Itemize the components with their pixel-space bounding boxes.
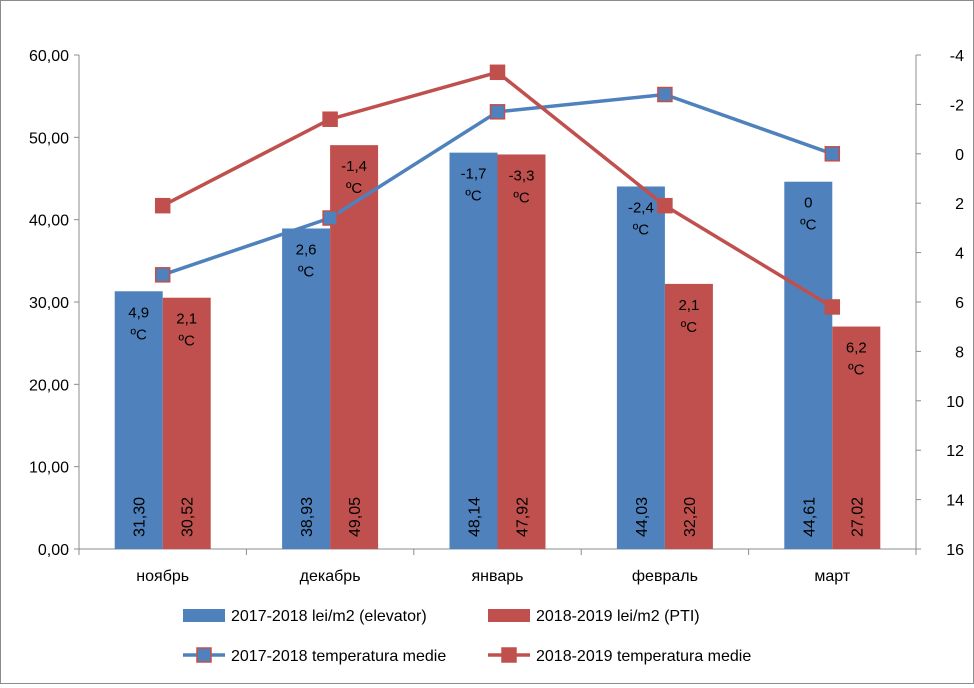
y-right-tick-label: 0 [955,147,964,164]
temperature-value-label: 2,1 [176,311,197,328]
legend: 2017-2018 lei/m2 (elevator) 2018-2019 lei… [183,608,751,665]
axes: 0,00 10,00 20,00 30,00 40,00 50,00 60,00 -4 -2 0 2… [29,48,964,585]
y-left-tick-label: 50,00 [29,130,69,147]
temperature-value-label: -1,7 [461,166,487,183]
y-right-tick-label: 14 [946,493,964,510]
bar-pti [832,326,881,549]
data-labels: 31,30 38,93 48,14 44,03 44,61 30,52 49,05 47,92… [128,158,866,537]
bar-value-label: 44,61 [801,497,818,537]
temperature-unit-label: ºC [513,189,529,206]
temperature-unit-label: ºC [848,362,864,379]
y-right-tick-label: 16 [946,542,964,559]
y-right-tick-label: 6 [955,295,964,312]
y-right-tick-label: -2 [950,97,964,114]
x-category-label: январь [472,568,524,585]
temperature-unit-label: ºC [681,319,697,336]
y-right-tick-label: 12 [946,443,964,460]
bar-value-label: 47,92 [515,497,532,537]
temperature-marker [322,111,338,127]
temperature-unit-label: ºC [800,217,816,234]
bar-value-label: 27,02 [849,497,866,537]
temperature-marker [489,104,506,120]
bar-value-label: 48,14 [467,497,484,537]
temperature-marker [657,197,673,214]
temperature-unit-label: ºC [465,188,481,205]
legend-label: 2018-2019 lei/m2 (PTI) [536,608,700,625]
bar-pti [664,283,713,549]
temperature-value-label: 2,6 [296,241,317,258]
bar-value-label: 49,05 [347,497,364,537]
bars [114,145,881,550]
x-category-label: ноябрь [136,568,189,585]
bar-elevator [784,181,833,549]
temperature-value-label: 2,1 [678,297,699,314]
temperature-unit-label: ºC [131,326,147,343]
temperature-marker [824,146,841,162]
temperature-marker [154,197,171,214]
legend-label: 2017-2018 temperatura medie [231,648,446,665]
temperature-value-label: 0 [804,195,812,212]
y-left-tick-label: 60,00 [29,48,69,65]
temperature-value-label: -3,3 [509,167,535,184]
y-right-tick-label: 8 [955,344,964,361]
temperature-lines [154,64,841,315]
bar-elevator [616,186,665,549]
temperature-unit-label: ºC [633,221,649,238]
temperature-marker [824,299,841,315]
bar-elevator [114,291,163,549]
temperature-unit-label: ºC [179,333,195,350]
bar-value-label: 31,30 [132,497,149,537]
bar-pti [497,154,546,549]
bar-elevator [282,228,331,550]
x-category-label: март [814,568,850,585]
temperature-value-label: -2,4 [628,199,654,216]
legend-swatch-marker [196,647,212,663]
x-category-label: февраль [632,568,698,585]
bar-elevator [449,152,498,549]
y-right-tick-label: 4 [955,246,964,263]
y-right-tick-label: 2 [955,196,964,213]
bar-pti [162,297,211,549]
temperature-value-label: 4,9 [128,304,149,321]
temperature-marker [322,210,338,226]
y-right-tick-label: -4 [950,48,964,65]
y-left-tick-label: 20,00 [29,377,69,394]
legend-label: 2018-2019 temperatura medie [536,648,751,665]
bar-value-label: 30,52 [180,497,197,537]
legend-label: 2017-2018 lei/m2 (elevator) [231,608,427,625]
legend-swatch-bar [183,609,225,622]
y-left-tick-label: 10,00 [29,460,69,477]
bar-value-label: 38,93 [299,497,316,537]
temperature-unit-label: ºC [346,180,362,197]
legend-swatch-bar [488,609,530,622]
y-right-tick-label: 10 [946,394,964,411]
bar-pti [330,145,379,549]
legend-swatch-marker [501,647,517,663]
temperature-value-label: -1,4 [341,158,367,175]
temperature-value-label: 6,2 [846,340,867,357]
x-category-label: декабрь [300,568,361,585]
y-left-tick-label: 0,00 [38,542,69,559]
bar-value-label: 44,03 [634,497,651,537]
temperature-marker [154,267,171,283]
temperature-marker [657,86,673,103]
bar-value-label: 32,20 [682,497,699,537]
y-left-tick-label: 40,00 [29,213,69,230]
temperature-marker [489,64,506,81]
temperature-unit-label: ºC [298,263,314,280]
y-left-tick-label: 30,00 [29,295,69,312]
